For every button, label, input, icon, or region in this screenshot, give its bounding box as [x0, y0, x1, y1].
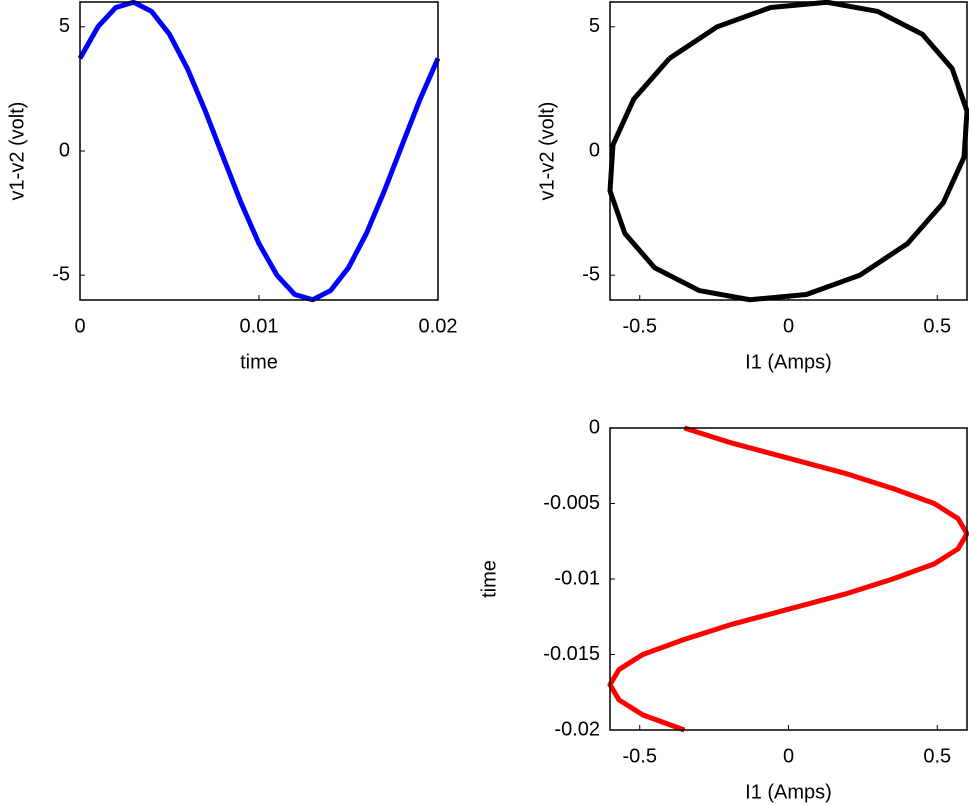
y-tick-label: -5: [52, 263, 70, 285]
y-tick-label: -0.015: [543, 643, 600, 665]
y-tick-label: -5: [582, 263, 600, 285]
x-tick-label: 0: [783, 745, 794, 767]
y-tick-label: 0: [589, 416, 600, 438]
x-tick-label: 0.5: [923, 745, 951, 767]
y-tick-label: 5: [589, 15, 600, 37]
y-tick-label: 0: [589, 139, 600, 161]
data-line: [607, 0, 969, 303]
y-tick-label: 0: [59, 139, 70, 161]
axes-box: [609, 427, 968, 731]
x-tick-label: 0: [783, 315, 794, 337]
x-axis-label: I1 (Amps): [745, 781, 832, 803]
y-tick-label: -0.01: [554, 567, 600, 589]
x-tick-label: 0.02: [419, 315, 458, 337]
axes-box: [609, 1, 968, 301]
y-tick-label: 5: [59, 15, 70, 37]
y-axis-label: v1-v2 (volt): [536, 102, 558, 201]
y-tick-label: -0.02: [554, 718, 600, 740]
x-tick-label: -0.5: [623, 315, 657, 337]
x-tick-label: 0.01: [240, 315, 279, 337]
axes-box: [79, 1, 439, 301]
x-tick-label: 0: [74, 315, 85, 337]
y-axis-label: time: [478, 560, 500, 598]
x-axis-label: time: [240, 351, 278, 373]
y-axis-label: v1-v2 (volt): [6, 102, 28, 201]
x-axis-label: I1 (Amps): [745, 351, 832, 373]
y-tick-label: -0.005: [543, 492, 600, 514]
x-tick-label: -0.5: [623, 745, 657, 767]
x-tick-label: 0.5: [923, 315, 951, 337]
data-line: [77, 0, 441, 303]
data-line: [607, 425, 969, 733]
